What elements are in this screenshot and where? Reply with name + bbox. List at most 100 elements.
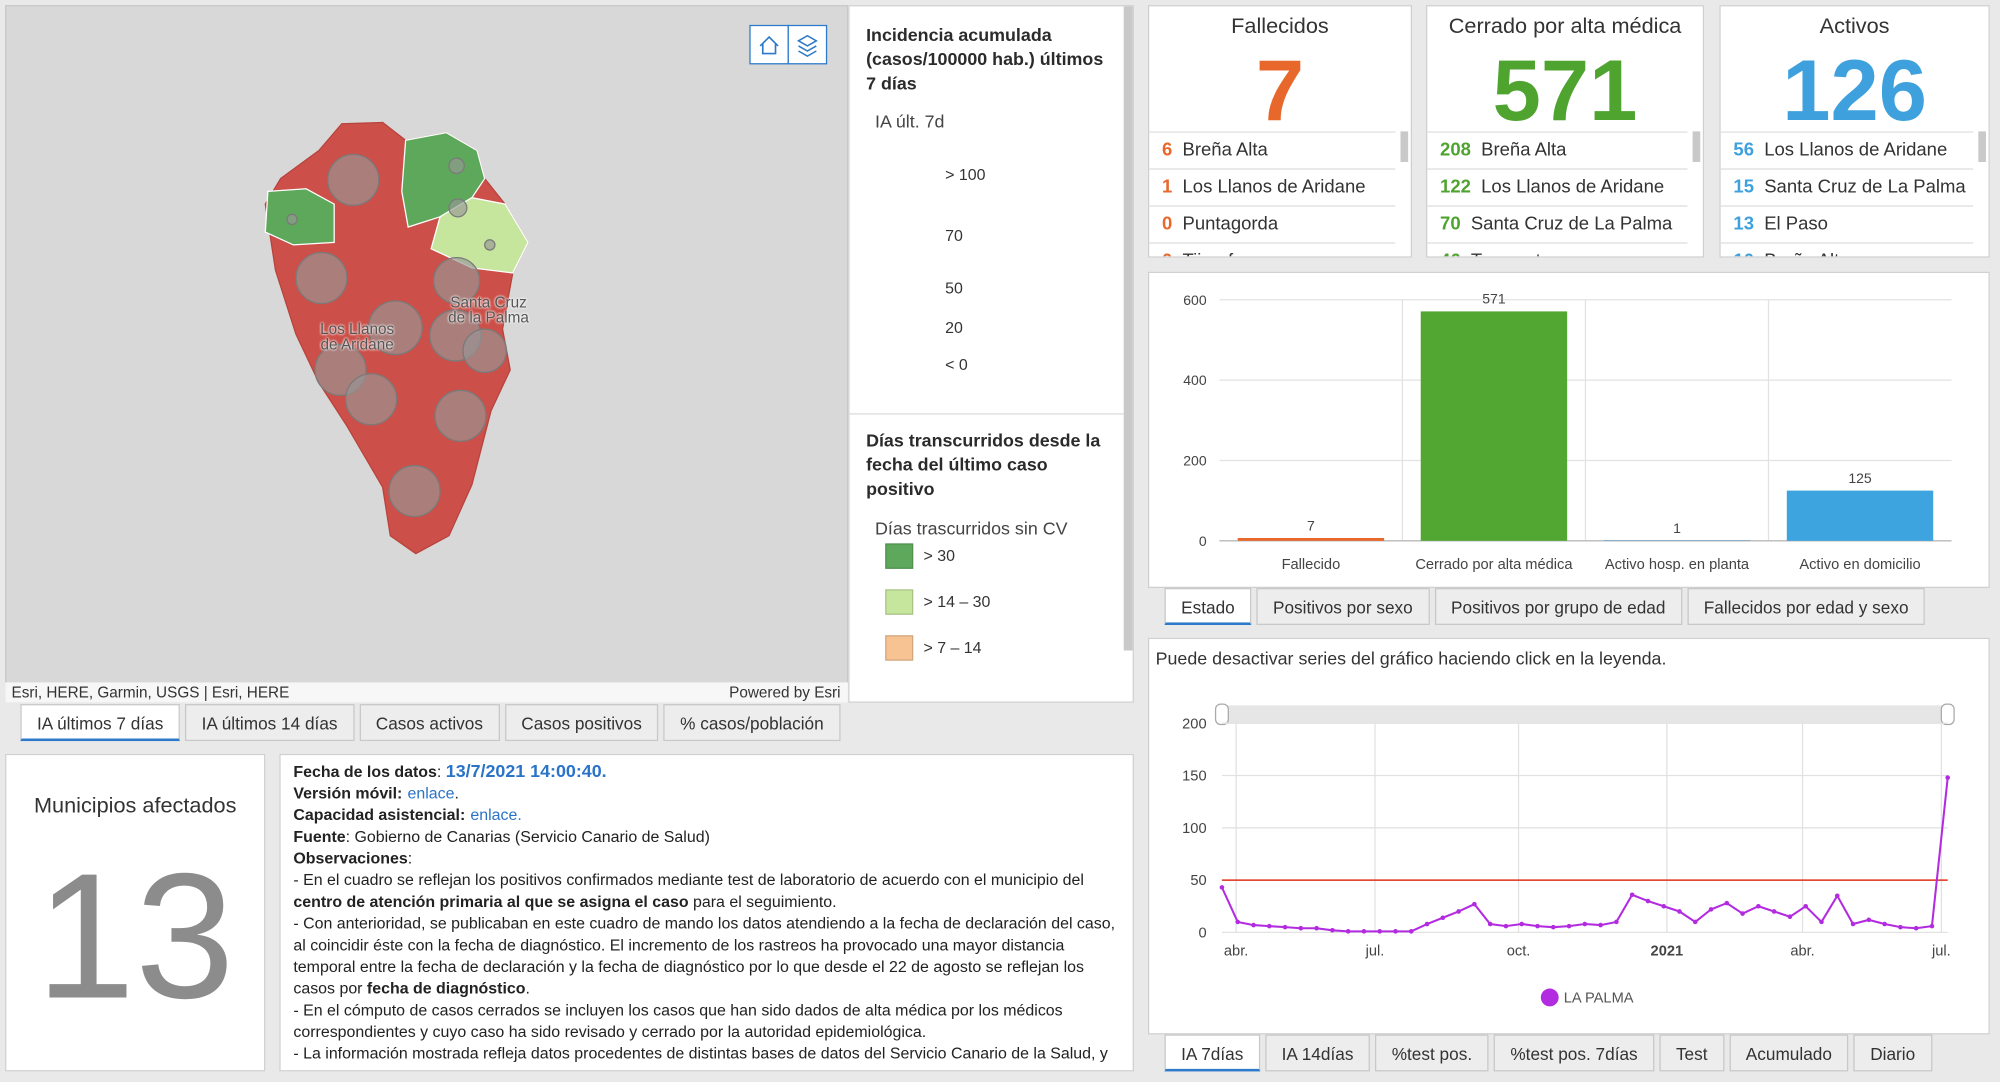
series-point [1756, 903, 1761, 909]
list-row[interactable]: 122 Los Llanos de Aridane [1427, 168, 1688, 205]
tab[interactable]: % casos/población [663, 704, 841, 742]
map[interactable] [5, 5, 848, 682]
tab[interactable]: %test pos. [1375, 1034, 1489, 1072]
row-count: 46 [1440, 251, 1461, 256]
info-line: Fuente: Gobierno de Canarias (Servicio C… [293, 827, 1120, 849]
info-line: - En el cuadro se reflejan los positivos… [293, 870, 1120, 913]
y-tick-label: 50 [1190, 873, 1206, 889]
indicator-title: Activos [1819, 14, 1890, 39]
row-count: 15 [1733, 177, 1755, 198]
series-point [1724, 900, 1730, 906]
indicator-title: Municipios afectados [33, 793, 237, 818]
list-row[interactable]: 15 Santa Cruz de La Palma [1720, 168, 1974, 205]
tab[interactable]: Acumulado [1729, 1034, 1849, 1072]
series-point [1487, 921, 1493, 927]
info-text: : [436, 762, 446, 781]
legend-marker[interactable] [1540, 988, 1559, 1007]
tab[interactable]: IA últimos 14 días [185, 704, 355, 742]
y-tick-label: 200 [1182, 716, 1206, 732]
list-row[interactable]: 1 Los Llanos de Aridane [1149, 168, 1396, 205]
map-bubbles [286, 153, 508, 518]
x-tick-label: jul. [1365, 943, 1385, 959]
row-name: Breña Alta [1182, 140, 1268, 161]
tab[interactable]: Fallecidos por edad y sexo [1687, 588, 1926, 625]
row-count: 208 [1440, 140, 1471, 161]
bar[interactable] [1420, 311, 1568, 541]
tab[interactable]: Test [1659, 1034, 1725, 1072]
row-name: El Paso [1764, 214, 1828, 235]
tab[interactable]: Casos activos [359, 704, 500, 742]
bar[interactable] [1786, 490, 1934, 541]
info-line: - La información mostrada refleja datos … [293, 1043, 1120, 1065]
series-point [1771, 909, 1777, 914]
list-row[interactable]: 0 Tijarafe [1149, 242, 1396, 256]
legend-label: 20 [945, 318, 963, 337]
data-label: 7 [1307, 517, 1315, 533]
info-text: - La información mostrada refleja datos … [293, 1044, 1108, 1063]
series-point [1519, 921, 1525, 927]
list-row[interactable]: 208 Breña Alta [1427, 131, 1688, 168]
tab[interactable]: Positivos por sexo [1256, 588, 1430, 625]
indicator-value: 13 [35, 835, 235, 1036]
list-row[interactable]: 6 Breña Alta [1149, 131, 1396, 168]
indicator-value: 7 [1255, 42, 1305, 140]
tab[interactable]: Estado [1164, 588, 1252, 625]
legend-label: 70 [945, 227, 963, 245]
slider-handle[interactable] [1214, 703, 1229, 726]
info-text: fecha de diagnóstico [366, 979, 526, 998]
list-row[interactable]: 10 Breña Alta [1720, 242, 1974, 256]
y-tick-label: 0 [1199, 533, 1207, 549]
scrollbar[interactable] [1123, 6, 1133, 651]
legend-subtitle: Días trascurridos sin CV [874, 517, 1068, 539]
tab[interactable]: Casos positivos [504, 704, 659, 742]
powered-by: Powered by Esri [729, 683, 841, 702]
chart-note: Puede desactivar series del gráfico haci… [1156, 649, 1667, 669]
row-name: Santa Cruz de La Palma [1470, 214, 1673, 235]
info-text: - En el cómputo de casos cerrados se inc… [293, 1001, 1063, 1041]
list-row[interactable]: 0 Puntagorda [1149, 205, 1396, 242]
bar-tabs: Estado Positivos por sexo Positivos por gr… [1164, 588, 1926, 625]
series-point [1645, 898, 1651, 904]
tab[interactable]: Diario [1853, 1034, 1932, 1072]
scrollbar[interactable] [1692, 131, 1701, 162]
series-point [1535, 923, 1540, 929]
list-row[interactable]: 13 El Paso [1720, 205, 1974, 242]
legend-label: > 7 – 14 [923, 639, 982, 657]
row-name: Los Llanos de Aridane [1182, 177, 1366, 198]
indicator-title: Fallecidos [1231, 14, 1329, 39]
info-line: Versión móvil: enlace. [293, 783, 1120, 805]
bar[interactable] [1237, 538, 1385, 541]
tab[interactable]: IA 14días [1265, 1034, 1371, 1072]
x-tick-label: 2021 [1651, 943, 1684, 959]
tab[interactable]: IA 7días [1164, 1034, 1260, 1072]
slider-handle[interactable] [1940, 703, 1955, 726]
row-name: Los Llanos de Aridane [1764, 140, 1948, 161]
info-text[interactable]: enlace. [470, 806, 522, 824]
legend-label[interactable]: LA PALMA [1564, 991, 1634, 1007]
zone-green [264, 188, 335, 246]
info-text[interactable]: enlace [407, 784, 455, 803]
info-text: - En el cuadro se reflejan los positivos… [293, 871, 1084, 890]
series-point [1582, 921, 1588, 927]
tab[interactable]: IA últimos 7 días [20, 704, 180, 742]
tab[interactable]: Positivos por grupo de edad [1434, 588, 1683, 625]
series-point [1550, 924, 1556, 930]
layers-icon [796, 34, 818, 58]
row-count: 1 [1161, 177, 1173, 198]
map-label: Los Llanos de Aridane [320, 320, 395, 354]
legend-panel: Incidencia acumulada (casos/100000 hab.)… [848, 5, 1134, 703]
scrollbar[interactable] [1978, 131, 1986, 162]
list-row[interactable]: 46 Tazacorte [1427, 242, 1688, 256]
x-tick-label: oct. [1507, 943, 1531, 959]
tab[interactable]: %test pos. 7días [1493, 1034, 1655, 1072]
layers-button[interactable] [787, 24, 828, 65]
list-row[interactable]: 56 Los Llanos de Aridane [1720, 131, 1974, 168]
home-button[interactable] [749, 24, 789, 65]
x-tick-label: jul. [1931, 943, 1951, 959]
range-slider[interactable] [1221, 705, 1948, 724]
list-row[interactable]: 70 Santa Cruz de La Palma [1427, 205, 1688, 242]
scrollbar[interactable] [1400, 131, 1409, 162]
series-point [1913, 925, 1919, 931]
series-point [1677, 909, 1682, 914]
info-text: para el seguimiento. [688, 892, 837, 911]
